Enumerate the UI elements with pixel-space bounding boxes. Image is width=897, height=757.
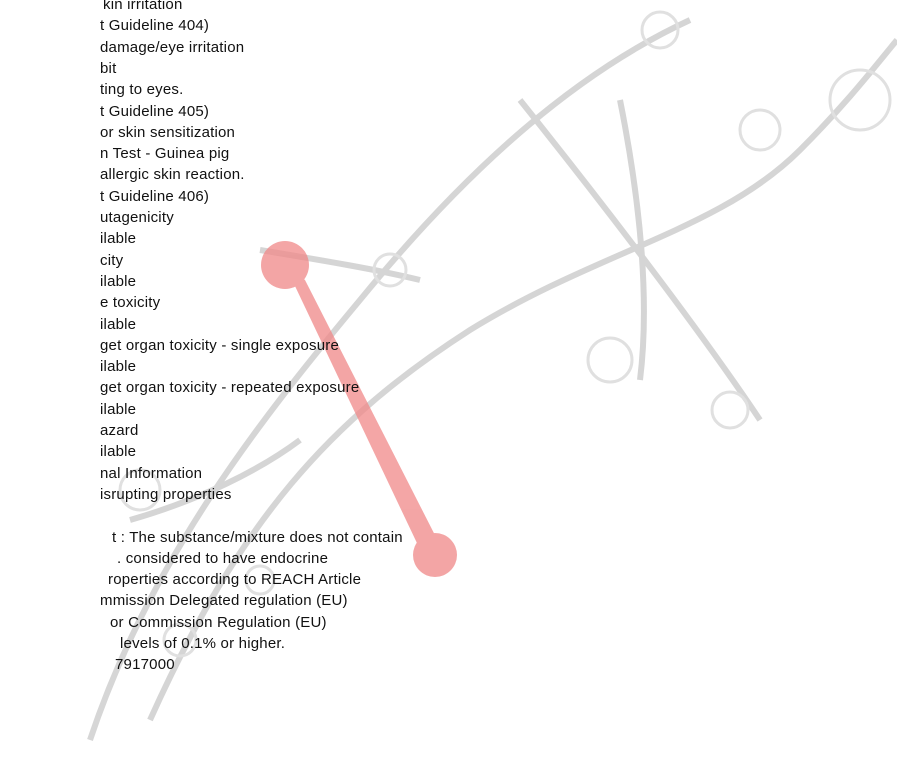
text-line: t Guideline 405) [100, 102, 210, 120]
text-line: . considered to have endocrine [117, 549, 329, 567]
text-line: ilable [100, 400, 137, 418]
text-line: ilable [100, 443, 137, 461]
text-line: 7917000 [115, 656, 175, 674]
text-line: or Commission Regulation (EU) [110, 613, 327, 631]
text-line: t Guideline 404) [100, 17, 210, 35]
text-line: levels of 0.1% or higher. [120, 635, 286, 652]
text-line: get organ toxicity - repeated exposure [100, 379, 360, 397]
text-line: or skin sensitization [100, 123, 236, 141]
text-line: e toxicity [100, 294, 161, 312]
text-line: ilable [100, 272, 137, 290]
text-line: azard [100, 422, 139, 439]
text-line: bit [100, 59, 117, 77]
text-line: isrupting properties [100, 485, 232, 503]
text-line: nal Information [100, 464, 203, 482]
text-line: kin irritation [103, 0, 183, 13]
text-line: ilable [100, 315, 137, 333]
text-line: roperties according to REACH Article [108, 571, 362, 589]
text-line: damage/eye irritation [100, 38, 245, 56]
text-line: ting to eyes. [100, 81, 184, 99]
text-line: mmission Delegated regulation (EU) [100, 592, 348, 610]
text-line: t : The substance/mixture does not conta… [112, 528, 403, 546]
text-line: ilable [100, 230, 137, 248]
text-line: ilable [100, 358, 137, 376]
text-line: utagenicity [100, 209, 174, 226]
text-line: n Test - Guinea pig [100, 145, 230, 163]
text-line: city [100, 251, 124, 269]
text-line: t Guideline 406) [100, 187, 210, 205]
text-line: get organ toxicity - single exposure [100, 336, 339, 354]
text-line: allergic skin reaction. [100, 166, 245, 184]
